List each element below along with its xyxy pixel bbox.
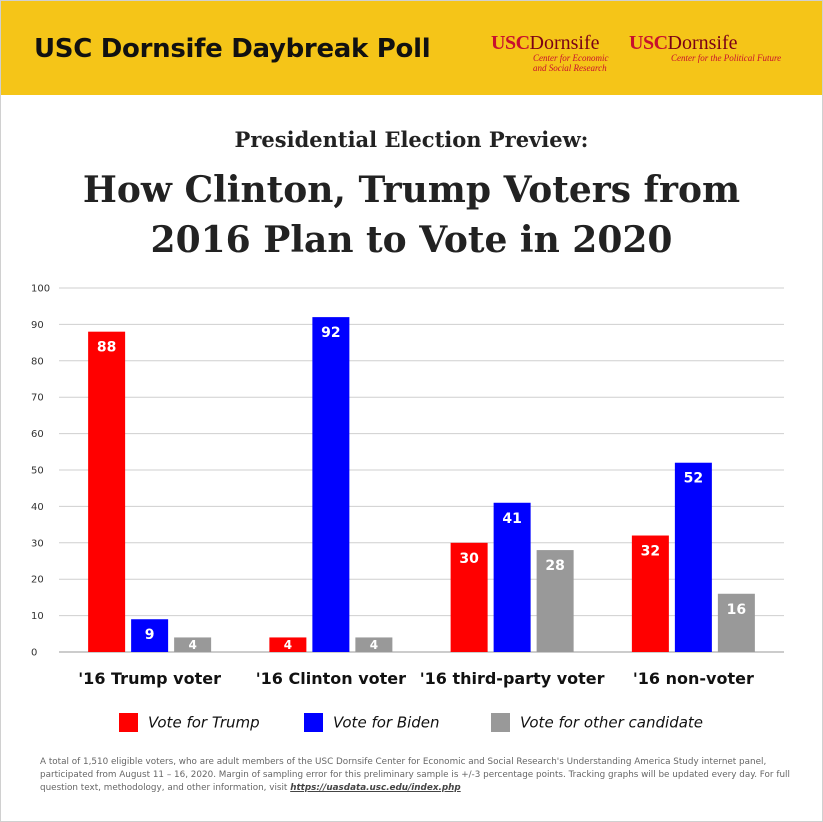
legend-swatch-biden	[304, 713, 323, 732]
logo-dornsife-text: Dornsife	[529, 32, 600, 54]
y-tick-label: 20	[31, 575, 44, 586]
y-tick-label: 60	[31, 429, 44, 440]
bar-value-label: 92	[321, 325, 340, 341]
bar	[88, 331, 126, 652]
chart-title-line-1: How Clinton, Trump Voters from	[82, 169, 741, 211]
logo-subtitle-line-2: and Social Research	[533, 63, 607, 73]
bar	[631, 535, 669, 652]
x-category-label: '16 third-party voter	[420, 669, 605, 688]
legend-swatch-trump	[119, 713, 138, 732]
logo-subtitle-line-1: Center for Economic	[533, 53, 609, 63]
banner-title: USC Dornsife Daybreak Poll	[34, 34, 431, 64]
bar-value-label: 9	[145, 627, 155, 643]
logo-usc-text: USC	[629, 32, 668, 54]
bar	[674, 462, 712, 652]
legend-item-trump: Vote for Trump	[119, 712, 260, 732]
legend-item-biden: Vote for Biden	[304, 712, 440, 732]
legend-label-trump: Vote for Trump	[148, 713, 260, 732]
bar-value-label: 4	[284, 638, 292, 652]
bar-value-label: 4	[188, 638, 196, 652]
methodology-footnote: A total of 1,510 eligible voters, who ar…	[40, 756, 790, 795]
x-category-label: '16 Clinton voter	[256, 669, 406, 688]
footnote-text: A total of 1,510 eligible voters, who ar…	[40, 757, 790, 793]
usc-dornsife-cpf-logo: USCDornsife Center for the Political Fut…	[629, 33, 781, 63]
bar-value-label: 30	[459, 551, 479, 567]
usc-dornsife-cesr-logo: USCDornsife Center for Economic and Soci…	[491, 33, 609, 73]
bar	[312, 317, 350, 652]
bar	[131, 619, 169, 652]
bar-value-label: 28	[545, 558, 564, 574]
bar	[450, 542, 488, 652]
y-tick-label: 70	[31, 393, 44, 404]
chart-labels: 88 9 4 '16 Trump voter 4 92 4 '16 Clinton voter…	[78, 325, 754, 688]
bar	[269, 637, 307, 652]
y-tick-label: 10	[31, 611, 44, 622]
bar	[355, 637, 393, 652]
bar	[536, 550, 574, 652]
chart-subtitle: Presidential Election Preview:	[234, 127, 589, 152]
y-tick-label: 80	[31, 356, 44, 367]
bar-value-label: 52	[684, 471, 703, 487]
x-category-label: '16 Trump voter	[78, 669, 221, 688]
bar-value-label: 4	[370, 638, 378, 652]
chart-title: How Clinton, Trump Voters from 2016 Plan…	[1, 165, 822, 265]
bar-chart: 0 10 20 30 40 50 60 70 80 90 100 88 9 4 '16 Trump vot…	[31, 284, 784, 688]
methodology-link[interactable]: https://uasdata.usc.edu/index.php	[290, 783, 461, 793]
logo-subtitle-line-1: Center for the Political Future	[671, 53, 782, 63]
y-tick-label: 30	[31, 538, 44, 549]
bar-value-label: 32	[641, 544, 660, 560]
y-tick-label: 100	[31, 284, 50, 295]
bar	[717, 593, 755, 652]
bar	[493, 502, 531, 652]
y-tick-label: 50	[31, 466, 44, 477]
y-tick-label: 0	[31, 648, 37, 659]
logo-dornsife-text: Dornsife	[667, 32, 738, 54]
x-category-label: '16 non-voter	[633, 669, 754, 688]
chart-grid: 0 10 20 30 40 50 60 70 80 90 100	[31, 284, 784, 659]
bar-value-label: 41	[502, 511, 521, 527]
y-tick-label: 40	[31, 502, 44, 513]
bar-value-label: 88	[97, 340, 116, 356]
chart-title-line-2: 2016 Plan to Vote in 2020	[150, 219, 673, 261]
bar	[174, 637, 212, 652]
y-tick-label: 90	[31, 320, 44, 331]
legend-item-other: Vote for other candidate	[491, 712, 703, 732]
header-banner: USC Dornsife Daybreak Poll USCDornsife C…	[1, 1, 822, 95]
legend-label-other: Vote for other candidate	[520, 713, 704, 732]
bar-value-label: 16	[727, 602, 746, 618]
chart-bars	[88, 317, 755, 652]
logo-usc-text: USC	[491, 32, 530, 54]
legend-label-biden: Vote for Biden	[333, 713, 440, 732]
legend-swatch-other	[491, 713, 510, 732]
